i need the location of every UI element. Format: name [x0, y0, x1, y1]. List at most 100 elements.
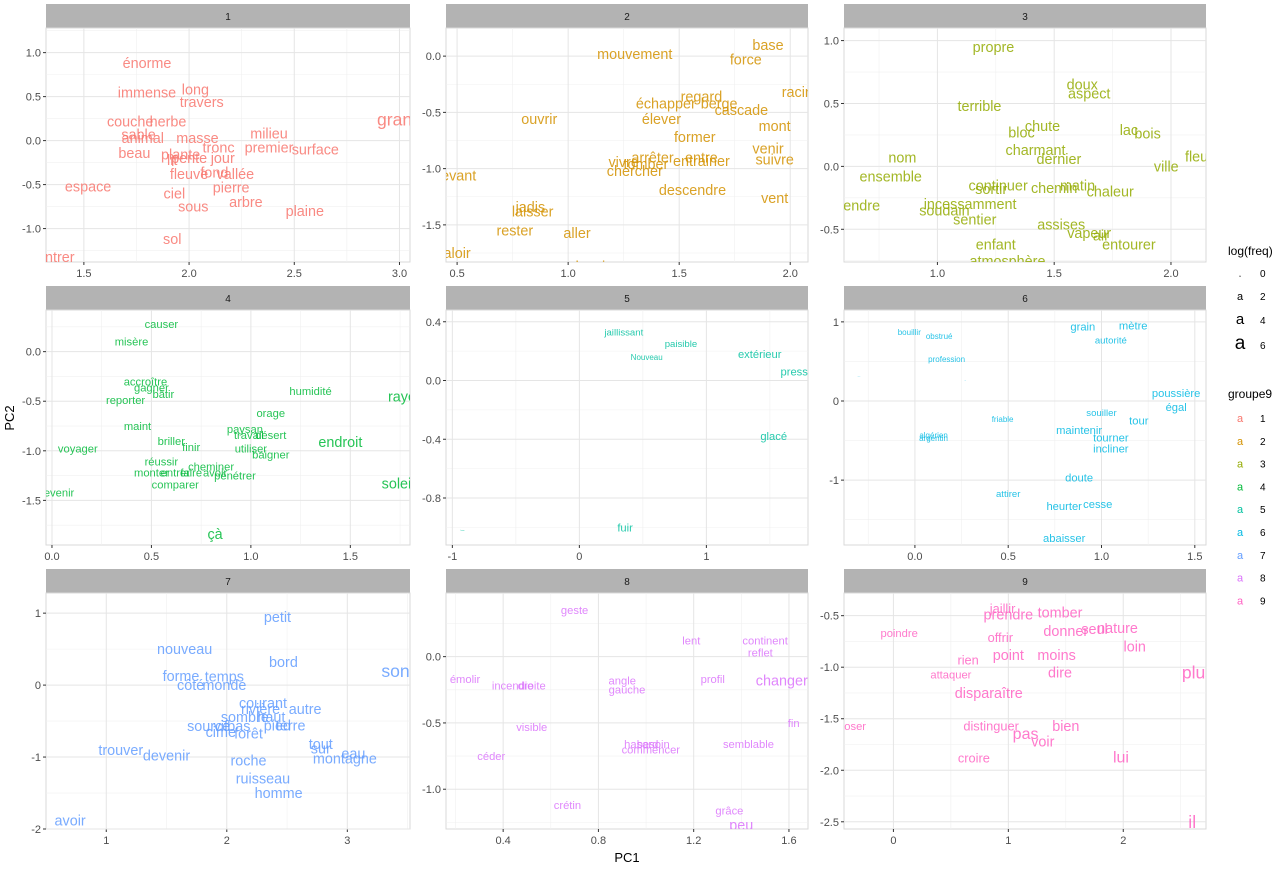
x-tick-label: 1.5 [1047, 268, 1062, 280]
x-tick-label: 0 [890, 835, 896, 847]
y-tick-label: -2 [31, 824, 41, 836]
y-tick-label: 0 [35, 680, 41, 692]
word-label: rester [496, 224, 533, 240]
word-label: soudain [919, 203, 969, 219]
word-label: souiller [1086, 408, 1117, 419]
word-label: briller [158, 436, 186, 448]
legend-color-glyph: a [1237, 413, 1244, 425]
legend-color-glyph: a [1237, 504, 1244, 516]
y-tick-label: -1 [31, 752, 41, 764]
y-tick-label: -1.0 [820, 662, 839, 674]
word-label: rayon [388, 389, 424, 405]
y-tick-label: -2.0 [820, 765, 839, 777]
x-tick-label: 2.0 [783, 268, 798, 280]
word-label: peu [729, 818, 753, 834]
word-label: avoir [203, 468, 228, 480]
word-label: force [730, 53, 762, 69]
word-label: autorité [1095, 335, 1127, 346]
word-label: ruisseau [236, 772, 290, 788]
word-label: couche [107, 114, 153, 130]
legend-color-glyph: a [1237, 573, 1244, 585]
facet-strip-label: 2 [624, 12, 630, 23]
y-tick-label: -0.4 [422, 434, 441, 446]
x-tick-label: 1.0 [1094, 551, 1109, 563]
facet-strip-label: 3 [1022, 12, 1028, 23]
word-label: poser [838, 721, 866, 733]
y-tick-label: 0.5 [824, 98, 839, 110]
word-label: reflet [748, 648, 774, 660]
word-label: crétin [554, 800, 581, 812]
word-label: long [182, 83, 209, 99]
word-label: lui [1113, 749, 1129, 766]
word-label: aspect [1068, 86, 1110, 102]
y-tick-label: 0 [833, 396, 839, 408]
x-tick-label: 0.5 [449, 268, 464, 280]
word-label: devoir [571, 260, 610, 276]
legend-color-glyph: a [1237, 527, 1244, 539]
word-labels: bouillir obstrué grain mètre autorité profess… [858, 321, 1201, 545]
word-label: forme [163, 669, 200, 685]
y-tick-label: 0.0 [426, 376, 441, 388]
word-label: chute [1025, 119, 1060, 135]
word-label: argentin [919, 434, 948, 443]
word-label: échapper [636, 96, 696, 112]
word-label: maint [124, 421, 152, 433]
legend-size-label: 6 [1260, 341, 1266, 352]
word-label: droite [518, 681, 546, 693]
word-label: levant [438, 168, 476, 184]
word-label: bord [269, 655, 298, 671]
word-label: incliner [1093, 443, 1129, 455]
word-label: ouvrir [521, 112, 557, 128]
word-label: assises [1037, 217, 1085, 233]
x-tick-label: 0 [576, 551, 582, 563]
word-label: temps [205, 670, 244, 686]
word-label: bas [227, 719, 250, 735]
word-label: charmant [1006, 143, 1066, 159]
word-label: grand [377, 110, 422, 130]
word-label: pente [171, 151, 207, 167]
word-label: réussir [145, 457, 179, 469]
facet-strip-label: 7 [225, 577, 231, 588]
word-label: baigner [252, 450, 290, 462]
word-label: rivière [241, 702, 280, 718]
facet-strip [46, 569, 410, 593]
word-label: monter [134, 468, 169, 480]
legend-color-label: 8 [1260, 574, 1266, 585]
word-label: distinguer [963, 718, 1019, 733]
word-label: geste [561, 605, 588, 617]
word-label: bouillir [898, 328, 921, 337]
x-tick-label: 1.0 [243, 551, 258, 563]
x-tick-label: 2.0 [181, 268, 196, 280]
legend-color-label: 3 [1260, 460, 1266, 471]
word-label: sortir [975, 182, 1007, 198]
word-label: faire [180, 468, 202, 480]
word-label: aller [563, 226, 590, 242]
panel-background [843, 592, 1207, 830]
word-label: vif [214, 719, 229, 735]
x-tick-label: 1.5 [1187, 551, 1202, 563]
legend-size-label: 0 [1260, 269, 1266, 280]
word-label: entre [685, 150, 718, 166]
word-label: étendre [831, 198, 880, 214]
x-tick-label: 0.0 [907, 551, 922, 563]
word-label: tronc [203, 141, 235, 157]
word-label: nom [888, 151, 916, 167]
word-label: trouver [98, 743, 143, 759]
word-label: air [1093, 229, 1109, 245]
word-label: hasard [624, 739, 658, 751]
y-tick-label: -1.0 [22, 224, 41, 236]
word-label: incessamment [924, 197, 1017, 213]
word-label: orage [256, 408, 285, 420]
word-label: loin [1124, 640, 1146, 656]
word-label: pas [1013, 726, 1039, 743]
word-label: vent [761, 191, 788, 207]
word-label: gauche [609, 685, 646, 697]
word-label: beau [118, 146, 150, 162]
x-tick-label: 0.5 [144, 551, 159, 563]
word-label: élever [642, 112, 681, 128]
word-label: propre [973, 40, 1015, 56]
